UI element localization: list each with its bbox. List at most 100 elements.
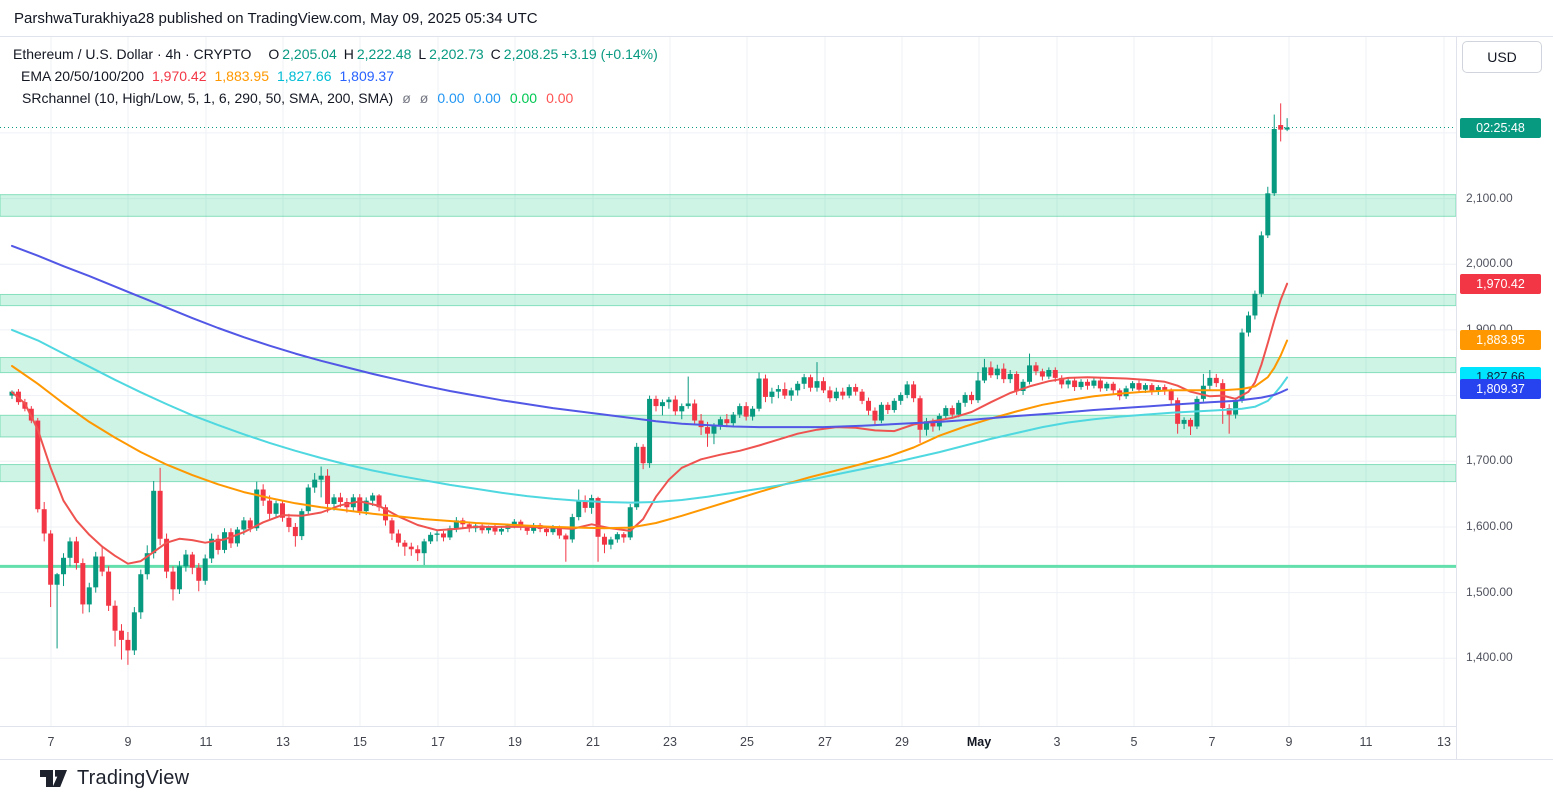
candle — [1168, 391, 1174, 401]
candle — [1007, 373, 1013, 380]
candle — [1239, 332, 1245, 401]
candle — [1014, 373, 1020, 392]
candle — [1130, 383, 1136, 389]
candle — [981, 367, 987, 381]
candle — [1194, 398, 1200, 427]
candle — [1162, 387, 1168, 392]
candle — [1052, 369, 1058, 378]
candle — [846, 387, 852, 396]
candle — [183, 554, 189, 567]
candle — [1078, 381, 1084, 388]
time-axis-label: May — [966, 735, 992, 749]
candle — [67, 541, 73, 558]
srchannel-indicator-title[interactable]: SRchannel (10, High/Low, 5, 1, 6, 290, 5… — [22, 90, 394, 106]
candle — [820, 381, 826, 391]
candle — [125, 639, 131, 651]
candle — [1039, 371, 1045, 377]
price-axis-label: 1,600.00 — [1466, 518, 1513, 533]
candle — [795, 383, 801, 391]
candle — [170, 571, 176, 590]
candle — [898, 394, 904, 401]
candle — [949, 408, 955, 415]
candle — [222, 532, 228, 550]
candle — [325, 475, 331, 504]
candle — [762, 378, 768, 397]
candle — [292, 526, 298, 537]
candle — [299, 511, 305, 537]
candle — [975, 380, 981, 401]
candle — [582, 500, 588, 508]
candle — [1046, 369, 1052, 377]
candle — [54, 574, 60, 585]
candle — [305, 487, 311, 512]
currency-toggle-button[interactable]: USD — [1462, 41, 1542, 73]
candle — [556, 526, 562, 536]
candle — [956, 402, 962, 415]
ema100-line — [11, 328, 1289, 504]
candle — [853, 387, 859, 392]
candle — [840, 391, 846, 396]
candle — [408, 546, 414, 550]
candle — [383, 507, 389, 521]
symbol-title[interactable]: Ethereum / U.S. Dollar · 4h · CRYPTO — [13, 46, 252, 62]
candle — [428, 534, 434, 542]
candle — [1136, 383, 1142, 390]
candle — [486, 526, 492, 531]
ema200-line — [11, 244, 1289, 429]
candle — [1271, 128, 1277, 194]
candle — [608, 539, 614, 545]
time-axis-label: 19 — [508, 735, 522, 749]
candle — [1110, 383, 1116, 391]
candle — [144, 553, 150, 575]
candle — [492, 526, 498, 532]
candle — [273, 503, 279, 514]
candle — [9, 391, 15, 396]
candle — [99, 556, 105, 572]
close-value: 2,208.25 — [503, 46, 559, 62]
candle — [666, 399, 672, 403]
candle — [711, 425, 717, 434]
candle — [106, 571, 112, 606]
candle — [962, 394, 968, 403]
bar-countdown-label: 02:25:48 — [1460, 117, 1541, 138]
candle — [827, 390, 833, 399]
ema-indicator-title[interactable]: EMA 20/50/100/200 — [21, 68, 144, 84]
candle — [705, 427, 711, 434]
candle — [1104, 383, 1110, 389]
time-axis-label: 23 — [663, 735, 677, 749]
candle — [254, 489, 260, 529]
candle — [267, 500, 273, 514]
candle — [1097, 380, 1103, 389]
candle — [61, 557, 67, 575]
candle — [118, 630, 124, 640]
tradingview-logo[interactable]: TradingView — [38, 766, 189, 790]
time-axis-label: 11 — [1359, 735, 1373, 749]
candle — [544, 528, 550, 533]
candle — [808, 377, 814, 388]
candle — [930, 421, 936, 427]
tradingview-logo-text: TradingView — [77, 766, 190, 789]
candle — [498, 528, 504, 532]
candle — [357, 497, 363, 512]
candle — [788, 390, 794, 396]
candle — [1059, 377, 1065, 385]
candle — [634, 446, 640, 508]
candle — [376, 495, 382, 508]
candle — [447, 528, 453, 538]
srchannel-empty-1: ø — [402, 90, 411, 106]
candle — [833, 391, 839, 399]
price-axis-label: 1,700.00 — [1466, 453, 1513, 468]
candle — [782, 389, 788, 396]
candle — [279, 503, 285, 518]
sr-zone — [0, 293, 1456, 307]
chart-plot[interactable] — [0, 37, 1456, 726]
price-axis[interactable]: USD 2,100.00 2,000.00 1,900.00 1,700.00 1,60… — [1456, 37, 1553, 759]
candle — [318, 475, 324, 480]
candle — [389, 520, 395, 534]
candle — [911, 384, 917, 399]
time-axis-label: 15 — [353, 735, 367, 749]
candle — [627, 507, 633, 538]
candle — [415, 549, 421, 554]
time-axis[interactable]: 7 9 11 13 15 17 19 21 23 25 27 29 May 3 5 7 9 11 13 — [0, 726, 1553, 760]
